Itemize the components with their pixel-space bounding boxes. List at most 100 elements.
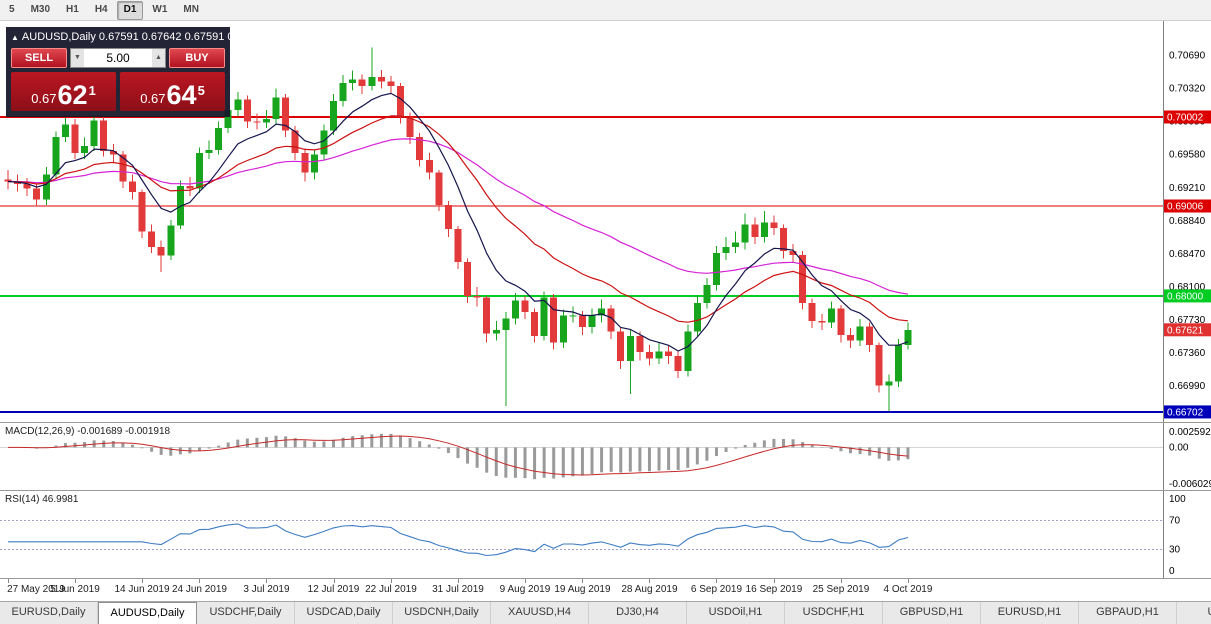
date-axis-label: 3 Jul 2019 <box>243 584 290 595</box>
svg-text:0.66990: 0.66990 <box>1169 381 1206 392</box>
volume-increase-icon[interactable]: ▲ <box>152 49 165 67</box>
date-axis-label: 16 Sep 2019 <box>745 584 803 595</box>
date-tickmark <box>716 579 718 583</box>
date-axis-label: 9 Aug 2019 <box>499 584 551 595</box>
sell-price[interactable]: 0.67 62 1 <box>11 72 116 111</box>
svg-text:70: 70 <box>1169 516 1181 527</box>
svg-text:0.70002: 0.70002 <box>1167 112 1204 123</box>
tab-eurusd-daily[interactable]: EURUSD,Daily <box>0 602 98 624</box>
sell-price-pip: 1 <box>88 83 96 98</box>
timeframe-mn[interactable]: MN <box>183 3 199 15</box>
tab-usdoil-h1[interactable]: USDOil,H1 <box>687 602 785 624</box>
date-axis-label: 24 Jun 2019 <box>171 584 227 595</box>
svg-text:100: 100 <box>1169 494 1186 505</box>
tab-usdchf-h1[interactable]: USDCHF,H1 <box>785 602 883 624</box>
timeframe-w1[interactable]: W1 <box>152 3 168 15</box>
tab-audusd-daily[interactable]: AUDUSD,Daily <box>98 602 197 624</box>
svg-text:0.70690: 0.70690 <box>1169 50 1206 61</box>
tab-usdcnh-daily[interactable]: USDCNH,Daily <box>393 602 491 624</box>
date-axis-label: 12 Jul 2019 <box>307 584 360 595</box>
tab-usdcad-daily[interactable]: USDCAD,Daily <box>295 602 393 624</box>
svg-text:0.68470: 0.68470 <box>1169 249 1206 260</box>
date-axis-label: 14 Jun 2019 <box>114 584 170 595</box>
buy-price-pip: 5 <box>197 83 205 98</box>
date-tickmark <box>199 579 201 583</box>
svg-text:0.69210: 0.69210 <box>1169 183 1206 194</box>
svg-text:30: 30 <box>1169 544 1181 555</box>
macd-label: MACD(12,26,9) -0.001689 -0.001918 <box>5 426 171 437</box>
volume-decrease-icon[interactable]: ▼ <box>71 49 84 67</box>
tab-usdjp[interactable]: USDJP <box>1177 602 1211 624</box>
sell-button[interactable]: SELL <box>11 48 67 68</box>
order-controls-row: SELL ▼ 5.00 ▲ BUY <box>11 48 225 68</box>
svg-text:0.67730: 0.67730 <box>1169 315 1206 326</box>
timeframe-5[interactable]: 5 <box>9 3 15 15</box>
date-tickmark <box>142 579 144 583</box>
svg-text:0.68000: 0.68000 <box>1167 291 1204 302</box>
timeframe-m30[interactable]: M30 <box>30 3 51 15</box>
date-axis-label: 22 Jul 2019 <box>365 584 417 595</box>
svg-text:0.00: 0.00 <box>1169 442 1189 453</box>
tab-dj30-h4[interactable]: DJ30,H4 <box>589 602 687 624</box>
rsi-label: RSI(14) 46.9981 <box>5 494 79 505</box>
timeframe-toolbar: 5 M30 H1 H4 D1 W1 MN <box>0 0 1211 21</box>
date-axis: 27 May 2019 5 Jun 2019 14 Jun 2019 24 Jun 2… <box>0 579 1211 601</box>
sell-price-big: 62 <box>57 80 88 110</box>
tab-usdchf-daily[interactable]: USDCHF,Daily <box>197 602 295 624</box>
buy-price-big: 64 <box>166 80 197 110</box>
date-axis-label: 27 May 2019 <box>7 584 65 595</box>
date-tickmark <box>524 579 526 583</box>
tab-gbpusd-h1[interactable]: GBPUSD,H1 <box>883 602 981 624</box>
date-tickmark <box>8 579 9 583</box>
macd-canvas[interactable]: 0.002592 0.00 -0.006029 <box>0 423 1211 491</box>
buy-price[interactable]: 0.67 64 5 <box>120 72 225 111</box>
svg-text:0.67360: 0.67360 <box>1169 348 1206 359</box>
tab-xauusd-h4[interactable]: XAUUSD,H4 <box>491 602 589 624</box>
svg-text:0.002592: 0.002592 <box>1169 427 1211 438</box>
date-tickmark <box>333 579 335 583</box>
svg-text:0.69006: 0.69006 <box>1167 202 1204 213</box>
date-tickmark <box>390 579 392 583</box>
collapse-panel-icon[interactable]: ▲ <box>11 33 19 42</box>
one-click-trading-panel: ▲ AUDUSD,Daily 0.67591 0.67642 0.67591 0.… <box>6 27 267 117</box>
svg-text:0.67621: 0.67621 <box>1167 325 1204 336</box>
timeframe-d1[interactable]: D1 <box>116 0 144 20</box>
date-axis-label: 6 Sep 2019 <box>690 584 743 595</box>
date-axis-label: 5 Jun 2019 <box>50 584 100 595</box>
date-tickmark <box>457 579 459 583</box>
svg-text:0.68100: 0.68100 <box>1169 282 1206 293</box>
tab-eurusd-h1[interactable]: EURUSD,H1 <box>981 602 1079 624</box>
date-tickmark <box>907 579 909 583</box>
chart-tabbar: EURUSD,Daily AUDUSD,Daily USDCHF,Daily USDC… <box>0 601 1211 624</box>
chart-symbol-ohlc: AUDUSD,Daily 0.67591 0.67642 0.67591 0.6… <box>21 31 268 43</box>
svg-text:0.68840: 0.68840 <box>1169 216 1206 227</box>
date-tickmark <box>840 579 842 583</box>
buy-button[interactable]: BUY <box>169 48 225 68</box>
date-axis-label: 19 Aug 2019 <box>554 584 611 595</box>
macd-panel: 0.002592 0.00 -0.006029 MACD(12,26,9) -0.0… <box>0 423 1211 491</box>
date-tickmark <box>649 579 651 583</box>
date-tickmark <box>773 579 775 583</box>
date-tickmark <box>75 579 77 583</box>
timeframe-h1[interactable]: H1 <box>66 3 79 15</box>
timeframe-h4[interactable]: H4 <box>94 3 108 15</box>
tab-gbpaud-h1[interactable]: GBPAUD,H1 <box>1079 602 1177 624</box>
rsi-canvas[interactable]: 100 70 30 0 <box>0 491 1211 579</box>
main-chart-canvas[interactable]: 0.706900.703200.699500.695800.692100.688… <box>0 21 1211 423</box>
buy-price-prefix: 0.67 <box>140 91 166 106</box>
chart-title-row: ▲ AUDUSD,Daily 0.67591 0.67642 0.67591 0.… <box>11 31 267 43</box>
date-axis-label: 4 Oct 2019 <box>883 584 933 595</box>
svg-text:-0.006029: -0.006029 <box>1169 479 1211 490</box>
volume-field[interactable]: ▼ 5.00 ▲ <box>70 48 166 68</box>
date-axis-label: 25 Sep 2019 <box>812 584 870 595</box>
date-axis-label: 31 Jul 2019 <box>432 584 484 595</box>
quote-row: 0.67 62 1 0.67 64 5 <box>11 72 225 111</box>
sell-price-prefix: 0.67 <box>31 91 57 106</box>
svg-text:0: 0 <box>1169 566 1175 577</box>
date-axis-label: 28 Aug 2019 <box>621 584 678 595</box>
svg-text:0.66702: 0.66702 <box>1167 407 1204 418</box>
volume-value[interactable]: 5.00 <box>106 51 130 65</box>
svg-text:0.70320: 0.70320 <box>1169 84 1206 95</box>
date-tickmark <box>266 579 268 583</box>
